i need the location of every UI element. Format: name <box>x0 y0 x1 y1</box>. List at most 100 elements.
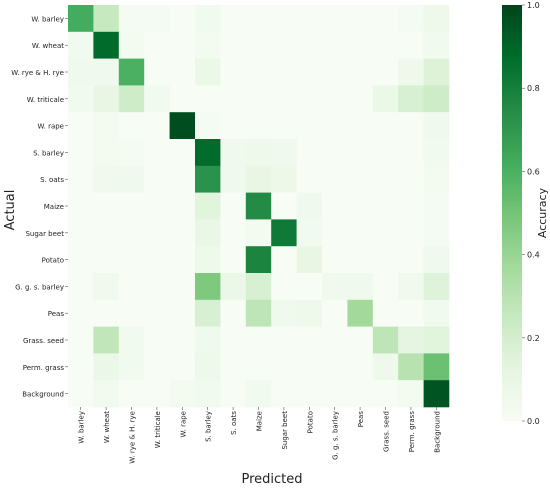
heatmap-cell <box>245 31 272 59</box>
heatmap-cell <box>296 139 323 167</box>
heatmap-cell <box>271 192 297 220</box>
heatmap-cell <box>296 326 323 354</box>
heatmap-cell <box>169 192 196 220</box>
heatmap-cell <box>68 353 94 381</box>
heatmap-cell <box>68 273 94 301</box>
heatmap-cell <box>144 219 170 247</box>
heatmap-cell <box>220 273 247 301</box>
heatmap-cell <box>93 326 120 354</box>
heatmap-cell <box>169 326 196 354</box>
heatmap-cell <box>347 380 374 408</box>
colorbar-tick-label: 1.0 <box>527 1 540 10</box>
colorbar-tick-label: 0.0 <box>527 417 540 426</box>
heatmap-cell <box>398 31 424 59</box>
column-tick-label: S. barley <box>205 411 213 442</box>
heatmap-cell <box>118 58 145 86</box>
column-tick-label: Background <box>433 411 441 453</box>
heatmap-cell <box>423 353 450 381</box>
heatmap-cell <box>169 112 196 140</box>
heatmap-cell <box>296 165 323 193</box>
heatmap-cell <box>271 139 297 167</box>
column-tick-label: W. triticale <box>154 411 162 448</box>
column-tick-label: Peas <box>357 411 365 428</box>
heatmap-cell <box>271 58 297 86</box>
heatmap-cell <box>271 5 297 33</box>
heatmap-cell <box>118 165 145 193</box>
heatmap-cell <box>118 31 145 59</box>
heatmap-cell <box>144 165 170 193</box>
heatmap-cell <box>169 299 196 327</box>
heatmap-cell <box>169 353 196 381</box>
heatmap-cell <box>398 5 424 33</box>
heatmap-cell <box>322 326 348 354</box>
heatmap-cell <box>322 31 348 59</box>
heatmap-cell <box>372 5 399 33</box>
heatmap-cell <box>322 165 348 193</box>
heatmap-cell <box>144 112 170 140</box>
heatmap-cell <box>372 192 399 220</box>
heatmap-cell <box>347 165 374 193</box>
heatmap-cell <box>296 85 323 113</box>
heatmap-cell <box>423 380 450 408</box>
heatmap-cell <box>118 85 145 113</box>
heatmap-cell <box>93 165 120 193</box>
heatmap-cell <box>347 273 374 301</box>
heatmap-cell <box>118 5 145 33</box>
row-tick-label: Perm. grass <box>23 364 65 372</box>
heatmap-cell <box>423 139 450 167</box>
heatmap-cell <box>169 5 196 33</box>
heatmap-cell <box>245 246 272 274</box>
heatmap-cell <box>93 31 120 59</box>
heatmap-cell <box>169 219 196 247</box>
heatmap-cell <box>372 58 399 86</box>
heatmap-cell <box>322 58 348 86</box>
column-tick-label: Perm. grass <box>408 411 416 453</box>
heatmap-cell <box>372 326 399 354</box>
heatmap-cell <box>296 219 323 247</box>
heatmap-cell <box>169 246 196 274</box>
heatmap-cell <box>93 85 120 113</box>
heatmap-cell <box>118 273 145 301</box>
column-tick-label: G. g. s. barley <box>332 411 340 460</box>
heatmap-cell <box>347 299 374 327</box>
heatmap-cell <box>144 192 170 220</box>
heatmap-cell <box>169 273 196 301</box>
heatmap-cell <box>296 58 323 86</box>
column-tick-label: W. barley <box>78 411 86 444</box>
heatmap-cell <box>220 219 247 247</box>
heatmap-cell <box>423 31 450 59</box>
heatmap-cell <box>245 380 272 408</box>
heatmap-cell <box>195 380 221 408</box>
row-tick-label: Maize <box>44 203 64 211</box>
heatmap-cell <box>169 85 196 113</box>
heatmap-cell <box>322 5 348 33</box>
x-axis-label: Predicted <box>241 472 302 487</box>
heatmap-cell <box>144 380 170 408</box>
heatmap-cell <box>322 219 348 247</box>
heatmap-cell <box>296 246 323 274</box>
heatmap-cell <box>220 380 247 408</box>
heatmap-cell <box>220 246 247 274</box>
heatmap-cell <box>372 139 399 167</box>
heatmap-cell <box>296 5 323 33</box>
heatmap-cell <box>195 192 221 220</box>
heatmap-cell <box>245 353 272 381</box>
heatmap-cell <box>423 85 450 113</box>
heatmap-cell <box>220 165 247 193</box>
heatmap-cell <box>220 112 247 140</box>
colorbar-ticks: 0.0 0.2 0.4 0.6 0.8 1.0 <box>522 1 540 426</box>
heatmap-cell <box>195 112 221 140</box>
column-tick-label: W. rape <box>179 411 187 438</box>
row-tick-label: G. g. s. barley <box>15 283 64 291</box>
heatmap-cell <box>144 353 170 381</box>
heatmap-cell <box>271 246 297 274</box>
heatmap-cell <box>118 246 145 274</box>
heatmap-cell <box>423 5 450 33</box>
heatmap-cell <box>423 219 450 247</box>
heatmap-cell <box>220 353 247 381</box>
heatmap-cell <box>398 273 424 301</box>
heatmap-cell <box>296 353 323 381</box>
heatmap-cell <box>423 299 450 327</box>
heatmap-cell <box>144 246 170 274</box>
heatmap-cell <box>68 165 94 193</box>
